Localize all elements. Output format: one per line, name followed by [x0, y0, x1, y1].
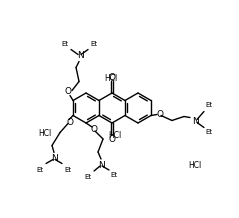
Text: N: N [51, 154, 57, 163]
Text: O: O [157, 110, 163, 119]
Text: Et: Et [110, 172, 118, 178]
Text: HCl: HCl [109, 131, 122, 140]
Text: Et: Et [65, 167, 72, 172]
Text: O: O [109, 135, 115, 143]
Text: O: O [66, 118, 74, 127]
Text: HCl: HCl [188, 160, 202, 170]
Text: Et: Et [205, 129, 212, 136]
Text: O: O [91, 126, 98, 135]
Text: HCl: HCl [104, 74, 118, 83]
Text: Et: Et [205, 102, 212, 109]
Text: N: N [98, 160, 104, 170]
Text: N: N [193, 117, 199, 126]
Text: O: O [109, 73, 115, 82]
Text: N: N [77, 51, 83, 60]
Text: Et: Et [84, 174, 92, 180]
Text: Et: Et [91, 41, 98, 46]
Text: Et: Et [37, 167, 43, 172]
Text: O: O [65, 87, 71, 96]
Text: HCl: HCl [38, 129, 52, 138]
Text: Et: Et [61, 41, 69, 46]
